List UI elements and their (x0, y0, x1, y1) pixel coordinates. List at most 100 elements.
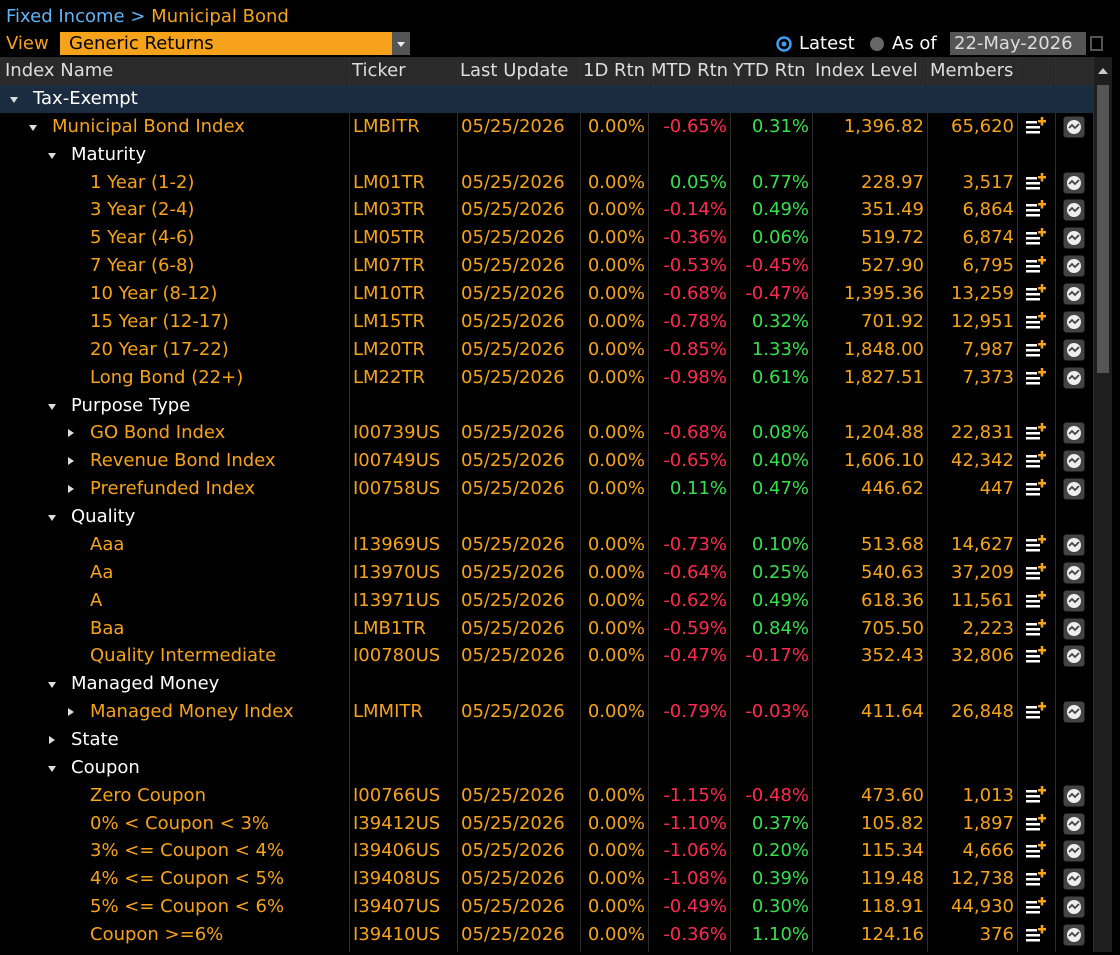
chart-icon[interactable] (1063, 840, 1085, 862)
chart-icon[interactable] (1063, 813, 1085, 835)
index-name[interactable]: 20 Year (17-22) (90, 338, 229, 360)
index-name[interactable]: A (90, 589, 103, 611)
dropdown-button[interactable] (392, 32, 410, 55)
add-to-list-icon[interactable] (1024, 646, 1050, 666)
index-name[interactable]: 10 Year (8-12) (90, 283, 218, 305)
expander-arrow[interactable] (9, 93, 19, 107)
index-name[interactable]: 15 Year (12-17) (90, 310, 229, 332)
chart-icon[interactable] (1063, 562, 1085, 584)
radio-as-of[interactable] (868, 35, 886, 53)
expander-arrow[interactable] (47, 678, 57, 692)
chart-icon[interactable] (1063, 116, 1085, 138)
add-to-list-icon[interactable] (1024, 172, 1050, 193)
index-name[interactable]: Quality Intermediate (90, 645, 277, 667)
add-to-list-icon[interactable] (1024, 869, 1050, 889)
chart-icon[interactable] (1063, 311, 1085, 333)
chart-icon[interactable] (1063, 590, 1085, 612)
add-to-list-icon[interactable] (1024, 256, 1050, 276)
breadcrumb-link[interactable]: Fixed Income (6, 6, 125, 27)
add-to-list-icon[interactable] (1024, 284, 1050, 304)
expander-arrow[interactable] (47, 149, 57, 163)
column-header[interactable]: YTD Rtn (733, 60, 806, 81)
chart-icon[interactable] (1063, 701, 1085, 723)
column-header[interactable]: Index Level (815, 60, 918, 81)
chart-icon[interactable] (1063, 199, 1085, 221)
index-name[interactable]: Zero Coupon (90, 784, 206, 806)
expander-arrow[interactable] (66, 706, 76, 720)
expander-arrow[interactable] (28, 121, 38, 135)
index-name[interactable]: Aa (90, 561, 114, 583)
add-to-list-icon[interactable] (1024, 116, 1050, 137)
index-name[interactable]: 0% < Coupon < 3% (90, 812, 269, 834)
index-name[interactable]: 5 Year (4-6) (90, 227, 195, 249)
expander-arrow[interactable] (66, 483, 76, 497)
date-input[interactable]: 22-May-2026 (950, 32, 1086, 55)
expander-arrow[interactable] (66, 455, 76, 469)
add-to-list-icon[interactable] (1024, 897, 1050, 917)
index-name[interactable]: 5% <= Coupon < 6% (90, 896, 285, 918)
index-name[interactable]: Managed Money Index (90, 701, 294, 723)
index-name[interactable]: Revenue Bond Index (90, 450, 276, 472)
add-to-list-icon[interactable] (1024, 451, 1050, 471)
chart-icon[interactable] (1063, 283, 1085, 305)
column-header[interactable]: 1D Rtn (583, 60, 646, 81)
add-to-list-icon[interactable] (1024, 590, 1050, 611)
chart-icon[interactable] (1063, 450, 1085, 472)
chart-icon[interactable] (1063, 924, 1085, 946)
add-to-list-icon[interactable] (1024, 200, 1050, 220)
view-dropdown[interactable]: Generic Returns (60, 32, 392, 55)
chart-icon[interactable] (1063, 896, 1085, 918)
add-to-list-icon[interactable] (1024, 228, 1050, 248)
index-name[interactable]: 7 Year (6-8) (90, 255, 195, 277)
column-header[interactable]: MTD Rtn (651, 60, 729, 81)
column-header[interactable]: Last Update (460, 60, 569, 81)
index-name[interactable]: 3% <= Coupon < 4% (90, 840, 285, 862)
chart-icon[interactable] (1063, 172, 1085, 194)
index-name[interactable]: Baa (90, 617, 125, 639)
scrollbar[interactable] (1094, 57, 1112, 952)
scroll-up[interactable] (1094, 57, 1112, 85)
add-to-list-icon[interactable] (1024, 339, 1050, 360)
expander-arrow[interactable] (66, 427, 76, 441)
chart-icon[interactable] (1063, 534, 1085, 556)
scroll-thumb[interactable] (1097, 85, 1109, 373)
add-to-list-icon[interactable] (1024, 562, 1050, 583)
index-name[interactable]: Aaa (90, 533, 125, 555)
chart-icon[interactable] (1063, 227, 1085, 249)
index-name[interactable]: 3 Year (2-4) (90, 199, 195, 221)
column-header[interactable]: Index Name (5, 60, 114, 81)
chart-icon[interactable] (1063, 255, 1085, 277)
chart-icon[interactable] (1063, 645, 1085, 667)
chart-icon[interactable] (1063, 339, 1085, 361)
expander-arrow[interactable] (47, 511, 57, 525)
column-header[interactable]: Ticker (352, 60, 406, 81)
index-name[interactable]: GO Bond Index (90, 422, 226, 444)
calendar-icon[interactable] (1090, 35, 1104, 53)
expander-arrow[interactable] (47, 762, 57, 776)
add-to-list-icon[interactable] (1024, 618, 1050, 639)
chart-icon[interactable] (1063, 868, 1085, 890)
add-to-list-icon[interactable] (1024, 534, 1050, 555)
add-to-list-icon[interactable] (1024, 785, 1050, 806)
index-name[interactable]: Long Bond (22+) (90, 366, 244, 388)
expander-arrow[interactable] (47, 734, 57, 748)
add-to-list-icon[interactable] (1024, 925, 1050, 945)
add-to-list-icon[interactable] (1024, 423, 1050, 443)
radio-latest[interactable] (775, 35, 793, 53)
chart-icon[interactable] (1063, 367, 1085, 389)
chart-icon[interactable] (1063, 422, 1085, 444)
chart-icon[interactable] (1063, 785, 1085, 807)
chart-icon[interactable] (1063, 618, 1085, 640)
add-to-list-icon[interactable] (1024, 841, 1050, 861)
add-to-list-icon[interactable] (1024, 367, 1050, 388)
index-name[interactable]: 4% <= Coupon < 5% (90, 868, 285, 890)
add-to-list-icon[interactable] (1024, 311, 1050, 332)
chart-icon[interactable] (1063, 478, 1085, 500)
index-name[interactable]: Coupon >=6% (90, 924, 224, 946)
index-name[interactable]: Prerefunded Index (90, 478, 256, 500)
add-to-list-icon[interactable] (1024, 813, 1050, 834)
add-to-list-icon[interactable] (1024, 702, 1050, 722)
column-header[interactable]: Members (930, 60, 1014, 81)
expander-arrow[interactable] (47, 400, 57, 414)
add-to-list-icon[interactable] (1024, 479, 1050, 499)
